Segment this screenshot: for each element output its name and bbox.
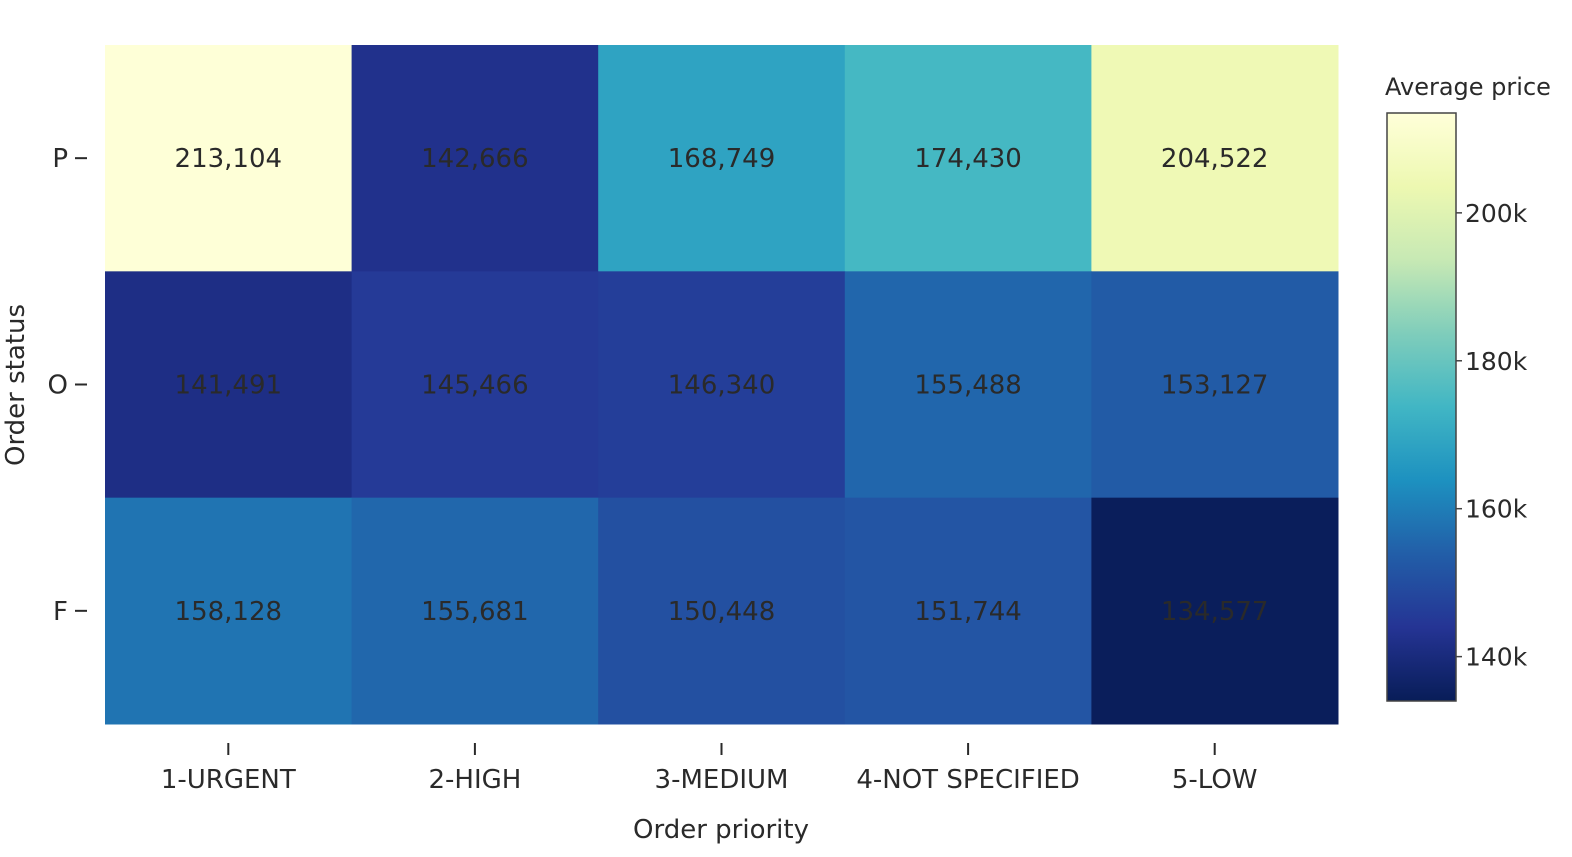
heatmap-cell bbox=[351, 45, 599, 272]
x-tick-label: 5-LOW bbox=[1172, 765, 1258, 795]
cell-value-label: 155,681 bbox=[421, 597, 529, 627]
cell-value-label: 151,744 bbox=[914, 597, 1022, 627]
x-tick-label: 3-MEDIUM bbox=[655, 765, 789, 795]
cell-value-label: 145,466 bbox=[421, 371, 529, 401]
x-tick-label: 4-NOT SPECIFIED bbox=[856, 765, 1080, 795]
x-axis-title: Order priority bbox=[633, 815, 809, 845]
colorbar-tick-label: 140k bbox=[1465, 643, 1528, 672]
heatmap-cell-labels: 213,104 142,666 168,749 174,430 204,522 141,4… bbox=[175, 144, 1269, 627]
heatmap-cell bbox=[351, 497, 599, 725]
heatmap-cell bbox=[844, 45, 1092, 272]
y-axis: P O F bbox=[48, 144, 87, 627]
heatmap-cell bbox=[598, 45, 846, 272]
colorbar-tick-label: 160k bbox=[1465, 495, 1528, 524]
cell-value-label: 213,104 bbox=[175, 144, 283, 174]
y-axis-title: Order status bbox=[1, 304, 31, 466]
x-axis: 1-URGENT 2-HIGH 3-MEDIUM 4-NOT SPECIFIED 5-L… bbox=[161, 743, 1258, 795]
cell-value-label: 134,577 bbox=[1161, 597, 1269, 627]
cell-value-label: 204,522 bbox=[1161, 144, 1269, 174]
y-tick-label: F bbox=[53, 597, 68, 627]
cell-value-label: 146,340 bbox=[668, 371, 776, 401]
cell-value-label: 153,127 bbox=[1161, 371, 1269, 401]
heatmap-cell bbox=[1091, 45, 1339, 272]
cell-value-label: 141,491 bbox=[175, 371, 283, 401]
cell-value-label: 174,430 bbox=[914, 144, 1022, 174]
cell-value-label: 155,488 bbox=[914, 371, 1022, 401]
heatmap-cell bbox=[598, 497, 846, 725]
colorbar: Average price 140k 160k 180k 200k bbox=[1385, 73, 1551, 702]
heatmap-cell bbox=[105, 497, 353, 725]
colorbar-tick-label: 180k bbox=[1465, 347, 1528, 376]
colorbar-ticks: 140k 160k 180k 200k bbox=[1456, 199, 1528, 672]
cell-value-label: 158,128 bbox=[175, 597, 283, 627]
heatmap-cell bbox=[844, 271, 1092, 499]
cell-value-label: 142,666 bbox=[421, 144, 529, 174]
heatmap-cell bbox=[1091, 497, 1339, 725]
colorbar-title: Average price bbox=[1385, 73, 1551, 101]
cell-value-label: 150,448 bbox=[668, 597, 776, 627]
colorbar-tick-label: 200k bbox=[1465, 199, 1528, 228]
heatmap-cell bbox=[351, 271, 599, 499]
y-tick-label: P bbox=[52, 144, 68, 174]
heatmap-cell bbox=[105, 271, 353, 499]
x-tick-label: 2-HIGH bbox=[428, 765, 521, 795]
heatmap-cell bbox=[844, 497, 1092, 725]
heatmap-cell bbox=[598, 271, 846, 499]
cell-value-label: 168,749 bbox=[668, 144, 776, 174]
y-tick-label: O bbox=[48, 371, 68, 401]
colorbar-gradient bbox=[1386, 112, 1457, 702]
heatmap-cell bbox=[105, 45, 353, 272]
heatmap-cell bbox=[1091, 271, 1339, 499]
x-tick-label: 1-URGENT bbox=[161, 765, 296, 795]
heatmap-cells bbox=[105, 45, 1339, 725]
